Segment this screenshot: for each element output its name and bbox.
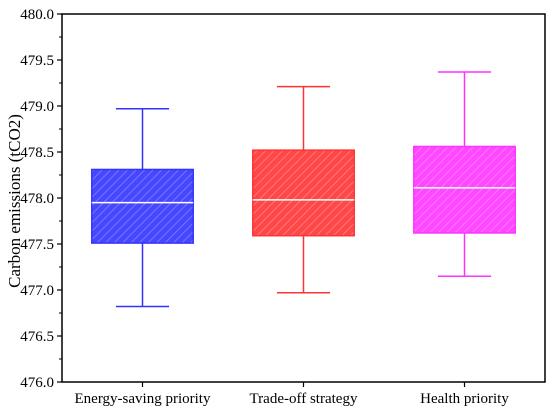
box-1 [91, 108, 194, 308]
y-tick-label: 477.0 [20, 283, 54, 299]
box-2 [252, 85, 355, 294]
boxes-layer [91, 71, 516, 308]
axes-layer: 476.0 476.5 477.0 477.5 478.0 478.5 479.0 479.5… [20, 7, 546, 407]
iqr-box [413, 145, 516, 234]
iqr-box [252, 149, 355, 237]
y-tick-label: 478.0 [20, 191, 54, 207]
y-tick-label: 479.5 [20, 53, 54, 69]
x-category-label: Energy-saving priority [75, 391, 211, 407]
x-category-label: Trade-off strategy [250, 391, 358, 407]
x-category-label: Health priority [420, 391, 509, 407]
iqr-box [91, 168, 194, 244]
y-tick-label: 480.0 [20, 7, 54, 23]
y-tick-label: 477.5 [20, 237, 54, 253]
box-3 [413, 71, 516, 277]
y-axis-title: Carbon emissions (tCO2) [5, 114, 24, 288]
y-tick-label: 476.0 [20, 375, 54, 391]
y-tick-label: 476.5 [20, 329, 54, 345]
y-tick-label: 478.5 [20, 145, 54, 161]
y-tick-label: 479.0 [20, 99, 54, 115]
